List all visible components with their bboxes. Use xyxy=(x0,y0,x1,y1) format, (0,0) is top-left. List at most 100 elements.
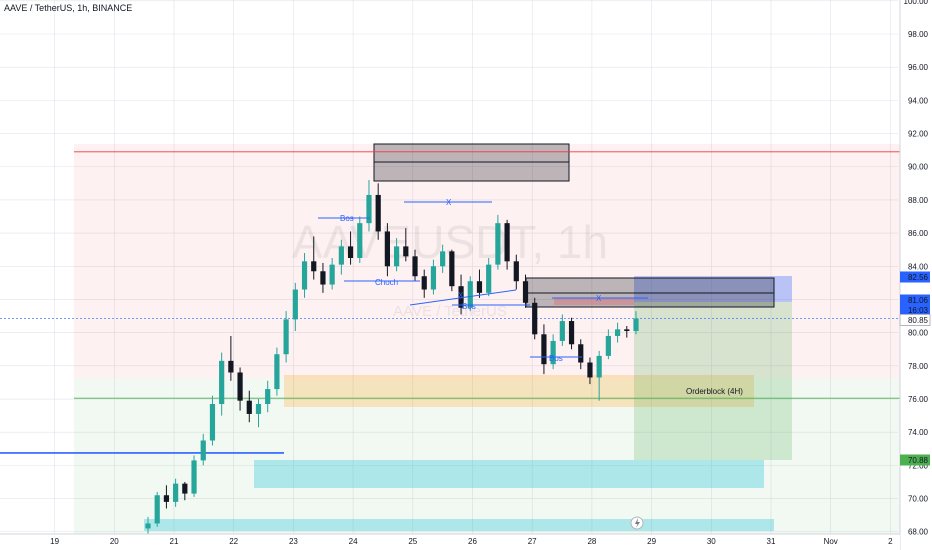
x-tick-label: 23 xyxy=(289,537,298,546)
annotation-bos-1: Bos xyxy=(340,214,354,223)
price-label: 80.85 xyxy=(908,316,929,325)
y-tick-label: 92.00 xyxy=(908,130,929,139)
annotation-x-1: X xyxy=(446,198,452,207)
candle-body xyxy=(568,321,575,345)
x-tick-label: 28 xyxy=(587,537,596,546)
y-tick-label: 80.00 xyxy=(908,329,929,338)
chart-grid xyxy=(0,0,898,540)
candle-body xyxy=(384,231,390,267)
candle-body xyxy=(550,340,556,365)
candle-body xyxy=(219,360,225,404)
price-label-bg xyxy=(899,314,931,326)
candle-body xyxy=(403,246,409,257)
x-tick-label: 30 xyxy=(707,537,716,546)
y-tick-label: 90.00 xyxy=(908,163,929,172)
price-label-bg xyxy=(900,294,930,306)
chart-title: AAVE / TetherUS, 1h, BINANCE xyxy=(4,3,133,13)
candle-body xyxy=(504,223,510,262)
candle-body xyxy=(191,460,197,494)
price-label: 70.88 xyxy=(908,456,929,465)
x-tick-label: 24 xyxy=(349,537,358,546)
candle-body xyxy=(449,251,455,287)
candle-body xyxy=(228,360,234,373)
candle-body xyxy=(495,223,501,265)
watermark-name: AAVE / TetherUS xyxy=(393,303,507,320)
price-label: 81.06 xyxy=(908,296,929,305)
candle-body xyxy=(347,246,354,258)
price-label: 82.56 xyxy=(908,273,929,282)
x-tick-label: 19 xyxy=(50,537,59,546)
y-tick-label: 72.00 xyxy=(908,461,929,470)
candle-body xyxy=(430,266,437,290)
orderblock-zone xyxy=(284,375,754,407)
candle-body xyxy=(255,403,262,414)
annotation-x-3: X xyxy=(596,294,602,303)
green-target-zone xyxy=(634,302,792,460)
candle-body xyxy=(541,334,547,365)
candle-body xyxy=(522,281,529,303)
y-tick-label: 74.00 xyxy=(908,428,929,437)
candle-body xyxy=(578,344,584,363)
annotation-x-2: X xyxy=(458,291,464,300)
annotation-orderblock: Orderblock (4H) xyxy=(686,387,743,396)
candle-body xyxy=(200,440,206,461)
candle-body xyxy=(163,495,170,502)
y-tick-label: 86.00 xyxy=(908,229,929,238)
lightning-icon[interactable] xyxy=(630,516,644,530)
candles xyxy=(145,180,639,541)
candle-body xyxy=(596,355,602,378)
x-tick-label: Nov xyxy=(824,537,838,546)
x-tick-label: 21 xyxy=(170,537,179,546)
annotation-bos-2: Bos xyxy=(462,302,476,311)
candle-body xyxy=(559,321,565,341)
candle-body xyxy=(476,281,483,293)
time-axis-bg xyxy=(0,534,900,550)
candle-body xyxy=(532,302,538,335)
candle-body xyxy=(338,246,344,265)
price-label: 16:03 xyxy=(908,306,929,315)
red-risk-zone xyxy=(74,144,900,378)
candle-body xyxy=(357,223,363,258)
x-line-2 xyxy=(409,289,517,306)
blue-entry-zone xyxy=(634,276,792,302)
candle-body xyxy=(301,261,308,290)
candle-body xyxy=(633,318,639,331)
y-tick-label: 78.00 xyxy=(908,362,929,371)
candle-body xyxy=(486,264,492,293)
candle-body xyxy=(624,329,630,331)
chart-zones xyxy=(74,143,900,540)
y-tick-label: 76.00 xyxy=(908,395,929,404)
x-tick-label: 26 xyxy=(468,537,477,546)
y-tick-label: 98.00 xyxy=(908,30,929,39)
y-tick-label: 68.00 xyxy=(908,528,929,537)
candle-body xyxy=(265,389,271,404)
candle-body xyxy=(311,261,317,272)
candle-body xyxy=(182,483,188,494)
time-axis[interactable]: 19 20 21 22 23 24 25 26 27 28 29 30 31 Nov 2 xyxy=(0,533,900,550)
candle-body xyxy=(329,264,335,285)
x-tick-label: 27 xyxy=(528,537,537,546)
horizontal-levels xyxy=(0,151,900,454)
annotation-bos-3: Bos xyxy=(549,354,563,363)
y-tick-label: 70.00 xyxy=(908,495,929,504)
annotation-choch: Choch xyxy=(375,278,398,287)
candle-body xyxy=(274,354,280,390)
x-tick-label: 20 xyxy=(110,537,119,546)
candle-body xyxy=(173,483,179,502)
red-mini-zone xyxy=(554,298,634,305)
candle-body xyxy=(246,400,252,414)
candle-body xyxy=(320,271,326,285)
x-tick-label: 25 xyxy=(408,537,417,546)
price-label-bg xyxy=(900,271,930,283)
cyan-zone-2 xyxy=(144,519,774,531)
price-label-bg xyxy=(900,454,930,466)
candle-body xyxy=(440,251,446,267)
candle-body xyxy=(458,286,464,308)
y-tick-label: 100.00 xyxy=(904,0,929,6)
candle-body xyxy=(513,261,519,282)
price-label-bg xyxy=(900,304,930,316)
candle-body xyxy=(467,281,473,308)
x-tick-label: 2 xyxy=(888,537,893,546)
